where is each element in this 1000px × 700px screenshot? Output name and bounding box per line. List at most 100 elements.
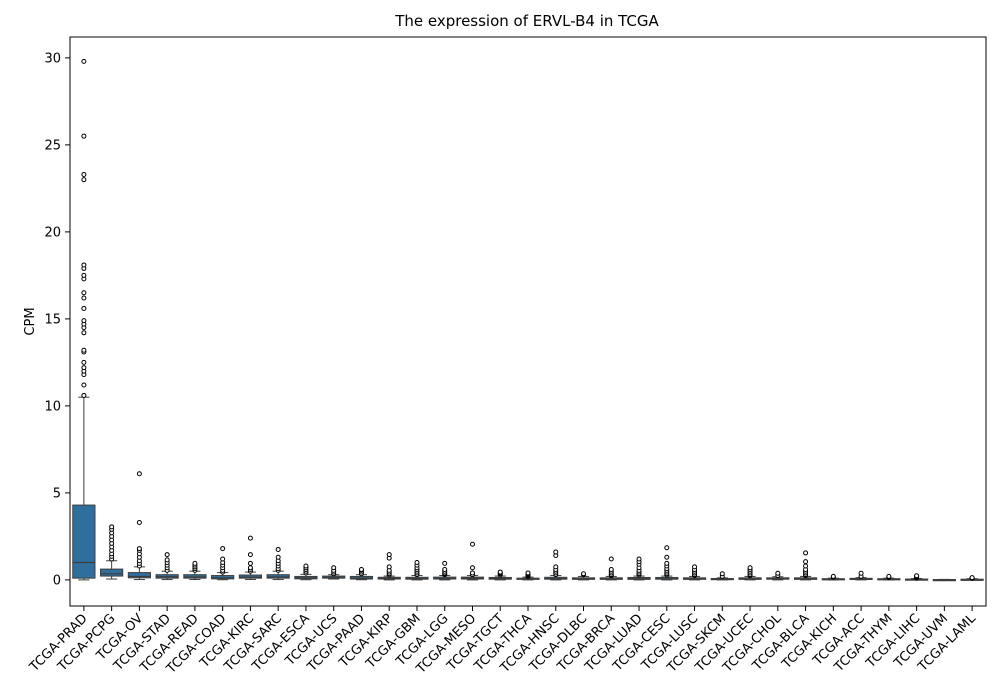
- box-tcga-pcpg: [100, 524, 124, 580]
- y-tick-label: 15: [44, 312, 61, 327]
- box-tcga-prad: [72, 58, 96, 581]
- box-iqr: [100, 568, 124, 577]
- y-tick-label: 30: [44, 51, 61, 66]
- outlier-point: [303, 563, 309, 569]
- outlier-point: [247, 565, 253, 571]
- box-tcga-tgct: [488, 569, 512, 581]
- outlier-point: [719, 571, 725, 577]
- box-iqr: [211, 575, 235, 580]
- outlier-point: [81, 295, 87, 301]
- outlier-point: [525, 570, 531, 576]
- box-tcga-blca: [793, 550, 818, 581]
- outlier-point: [664, 545, 670, 551]
- y-tick-label: 25: [44, 138, 61, 153]
- outlier-point: [81, 305, 87, 311]
- outlier-point: [81, 171, 87, 177]
- outlier-point: [164, 557, 170, 563]
- box-tcga-lusc: [682, 564, 707, 581]
- outlier-point: [81, 347, 87, 353]
- outlier-point: [386, 552, 392, 558]
- box-tcga-read: [183, 560, 207, 581]
- chart-title: The expression of ERVL-B4 in TCGA: [394, 12, 659, 30]
- outlier-point: [81, 365, 87, 371]
- outlier-point: [914, 573, 920, 579]
- outlier-point: [275, 546, 281, 552]
- box-tcga-laml: [960, 575, 984, 581]
- outlier-point: [608, 566, 614, 572]
- outlier-point: [830, 573, 836, 579]
- outlier-point: [247, 560, 253, 566]
- box-tcga-kich: [821, 573, 845, 581]
- box-tcga-hnsc: [544, 549, 568, 581]
- box-tcga-gbm: [405, 559, 429, 581]
- outlier-point: [136, 471, 142, 477]
- outlier-point: [581, 571, 587, 577]
- outlier-point: [81, 318, 87, 324]
- outlier-point: [969, 575, 975, 581]
- box-tcga-sarc: [266, 546, 290, 581]
- outlier-point: [414, 559, 420, 565]
- outlier-point: [497, 569, 503, 575]
- outlier-point: [442, 560, 448, 566]
- outlier-point: [81, 272, 87, 278]
- outlier-point: [81, 262, 87, 268]
- box-tcga-ucec: [738, 565, 762, 581]
- y-tick-label: 5: [53, 486, 61, 501]
- box-tcga-lihc: [905, 573, 929, 581]
- outlier-point: [803, 563, 809, 569]
- outlier-point: [886, 573, 892, 579]
- y-tick-label: 20: [44, 225, 61, 240]
- outlier-point: [803, 550, 809, 556]
- outlier-point: [469, 565, 475, 571]
- outlier-point: [192, 560, 198, 566]
- outlier-point: [109, 524, 115, 530]
- outlier-point: [81, 133, 87, 139]
- box-tcga-coad: [211, 546, 235, 581]
- outlier-point: [247, 535, 253, 541]
- box-iqr: [127, 572, 151, 579]
- box-tcga-meso: [460, 541, 485, 581]
- outlier-point: [164, 552, 170, 558]
- box-tcga-uvm: [932, 578, 956, 582]
- outlier-point: [636, 556, 642, 562]
- outlier-point: [81, 58, 87, 64]
- y-tick-label: 10: [44, 399, 61, 414]
- box-iqr: [72, 504, 96, 579]
- box-tcga-skcm: [710, 571, 734, 581]
- outlier-point: [553, 549, 559, 555]
- outlier-point: [81, 330, 87, 336]
- box-tcga-esca: [294, 563, 318, 581]
- y-axis-label: CPM: [23, 307, 38, 335]
- outlier-point: [81, 392, 87, 398]
- outlier-point: [81, 290, 87, 296]
- outlier-point: [247, 552, 253, 558]
- outlier-point: [81, 382, 87, 388]
- plot-area: 051015202530TCGA-PRADTCGA-PCPGTCGA-OVTCG…: [26, 51, 984, 677]
- outlier-point: [692, 564, 698, 570]
- outlier-point: [469, 570, 475, 576]
- outlier-point: [775, 570, 781, 576]
- outlier-point: [136, 546, 142, 552]
- outlier-point: [275, 554, 281, 560]
- box-tcga-cesc: [655, 545, 679, 581]
- box-tcga-ucs: [322, 565, 346, 580]
- y-tick-label: 0: [53, 573, 61, 588]
- plot-frame: [69, 36, 987, 607]
- box-tcga-kirp: [377, 552, 401, 581]
- box-tcga-brca: [599, 556, 623, 581]
- outlier-point: [358, 566, 364, 572]
- outlier-point: [664, 554, 670, 560]
- box-tcga-thca: [516, 570, 540, 581]
- outlier-point: [81, 359, 87, 365]
- outlier-point: [331, 565, 337, 571]
- outlier-point: [442, 566, 448, 572]
- box-tcga-acc: [849, 570, 873, 581]
- box-tcga-paad: [349, 566, 374, 581]
- outlier-point: [608, 556, 614, 562]
- box-tcga-stad: [155, 552, 179, 581]
- box-tcga-luad: [627, 556, 651, 581]
- box-tcga-ov: [127, 471, 151, 581]
- outlier-point: [81, 177, 87, 183]
